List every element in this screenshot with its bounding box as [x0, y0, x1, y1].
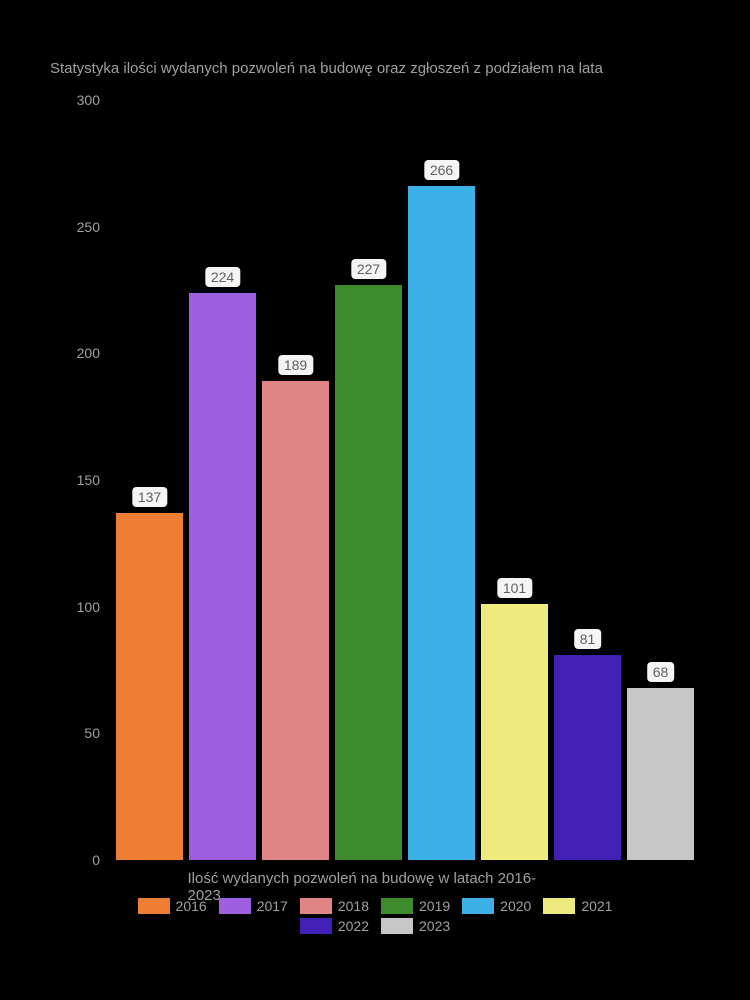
bar-2020: 266 — [408, 186, 475, 860]
legend-swatch — [381, 918, 413, 934]
legend-label: 2023 — [419, 918, 450, 934]
y-tick-label: 300 — [77, 92, 100, 108]
legend-swatch — [543, 898, 575, 914]
bar-value-label: 137 — [132, 487, 167, 507]
chart-title: Statystyka ilości wydanych pozwoleń na b… — [50, 60, 603, 77]
legend-swatch — [138, 898, 170, 914]
legend-label: 2017 — [257, 898, 288, 914]
bar-2022: 81 — [554, 655, 621, 860]
legend-item-2017: 2017 — [219, 898, 288, 914]
legend-item-2018: 2018 — [300, 898, 369, 914]
legend-swatch — [300, 918, 332, 934]
legend-label: 2020 — [500, 898, 531, 914]
legend-swatch — [300, 898, 332, 914]
y-axis: 050100150200250300 — [50, 100, 110, 860]
bar-2019: 227 — [335, 285, 402, 860]
legend: 2016 2017 2018 2019 2020 2021 2022 2023 — [0, 898, 750, 938]
legend-row: 2022 2023 — [0, 918, 750, 934]
legend-item-2022: 2022 — [300, 918, 369, 934]
legend-item-2023: 2023 — [381, 918, 450, 934]
legend-item-2019: 2019 — [381, 898, 450, 914]
legend-label: 2018 — [338, 898, 369, 914]
legend-label: 2022 — [338, 918, 369, 934]
bar-value-label: 224 — [205, 267, 240, 287]
legend-item-2021: 2021 — [543, 898, 612, 914]
legend-swatch — [219, 898, 251, 914]
bar-2023: 68 — [627, 688, 694, 860]
legend-swatch — [381, 898, 413, 914]
bar-2017: 224 — [189, 293, 256, 860]
y-tick-label: 200 — [77, 345, 100, 361]
y-tick-label: 250 — [77, 219, 100, 235]
y-tick-label: 0 — [92, 852, 100, 868]
bar-2021: 101 — [481, 604, 548, 860]
legend-label: 2021 — [581, 898, 612, 914]
legend-label: 2016 — [176, 898, 207, 914]
bar-value-label: 189 — [278, 355, 313, 375]
bar-value-label: 81 — [574, 629, 602, 649]
bar-value-label: 227 — [351, 259, 386, 279]
plot-area: 1372241892272661018168 — [110, 100, 700, 860]
bar-2018: 189 — [262, 381, 329, 860]
legend-item-2016: 2016 — [138, 898, 207, 914]
legend-row: 2016 2017 2018 2019 2020 2021 — [0, 898, 750, 914]
bar-value-label: 101 — [497, 578, 532, 598]
y-tick-label: 50 — [84, 725, 100, 741]
legend-item-2020: 2020 — [462, 898, 531, 914]
y-tick-label: 150 — [77, 472, 100, 488]
legend-swatch — [462, 898, 494, 914]
bar-value-label: 266 — [424, 160, 459, 180]
legend-label: 2019 — [419, 898, 450, 914]
bar-value-label: 68 — [647, 662, 675, 682]
y-tick-label: 100 — [77, 599, 100, 615]
bar-2016: 137 — [116, 513, 183, 860]
